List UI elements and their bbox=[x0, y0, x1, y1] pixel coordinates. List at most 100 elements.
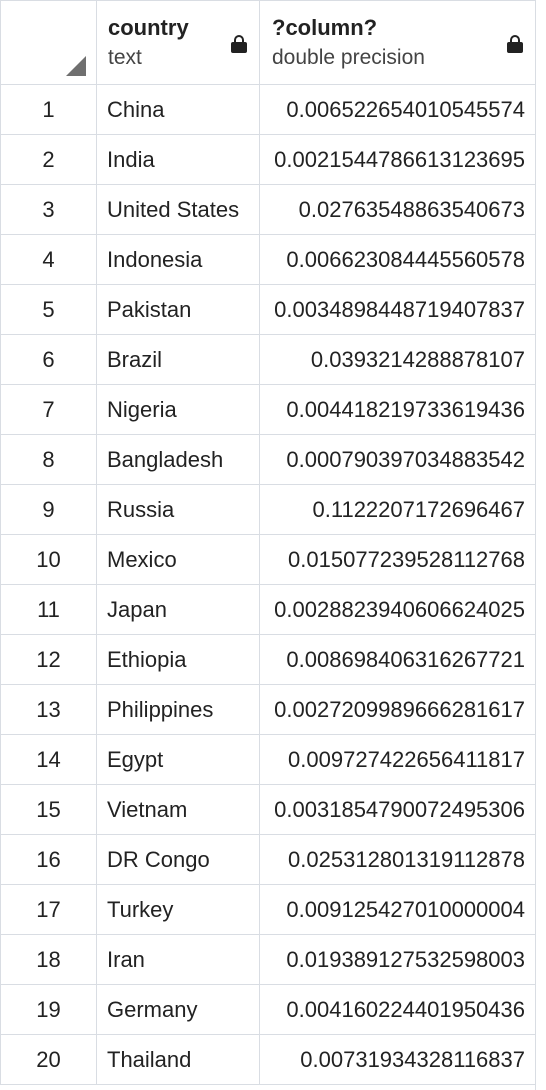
column-header-column[interactable]: ?column? double precision bbox=[260, 1, 536, 85]
lock-icon bbox=[507, 35, 523, 52]
country-cell[interactable]: Egypt bbox=[97, 735, 260, 785]
country-cell[interactable]: Brazil bbox=[97, 335, 260, 385]
row-number[interactable]: 5 bbox=[1, 285, 97, 335]
country-cell[interactable]: Nigeria bbox=[97, 385, 260, 435]
table-row[interactable]: 12 Ethiopia 0.008698406316267721 bbox=[1, 635, 536, 685]
row-number[interactable]: 19 bbox=[1, 985, 97, 1035]
country-cell[interactable]: Turkey bbox=[97, 885, 260, 935]
value-cell[interactable]: 0.004418219733619436 bbox=[260, 385, 536, 435]
value-cell[interactable]: 0.015077239528112768 bbox=[260, 535, 536, 585]
country-cell[interactable]: China bbox=[97, 85, 260, 135]
value-cell[interactable]: 0.0028823940606624025 bbox=[260, 585, 536, 635]
row-number[interactable]: 2 bbox=[1, 135, 97, 185]
value-text: 0.0027209989666281617 bbox=[274, 697, 525, 722]
value-cell[interactable]: 0.0031854790072495306 bbox=[260, 785, 536, 835]
country-cell[interactable]: Russia bbox=[97, 485, 260, 535]
value-cell[interactable]: 0.019389127532598003 bbox=[260, 935, 536, 985]
result-table: country text ?column? double precision 1… bbox=[0, 0, 536, 1085]
country-cell[interactable]: Thailand bbox=[97, 1035, 260, 1085]
table-row[interactable]: 4 Indonesia 0.006623084445560578 bbox=[1, 235, 536, 285]
row-number[interactable]: 6 bbox=[1, 335, 97, 385]
table-row[interactable]: 14 Egypt 0.009727422656411817 bbox=[1, 735, 536, 785]
value-text: 0.0393214288878107 bbox=[311, 347, 525, 372]
row-number[interactable]: 3 bbox=[1, 185, 97, 235]
row-number[interactable]: 10 bbox=[1, 535, 97, 585]
table-row[interactable]: 1 China 0.006522654010545574 bbox=[1, 85, 536, 135]
country-cell[interactable]: Indonesia bbox=[97, 235, 260, 285]
row-number[interactable]: 14 bbox=[1, 735, 97, 785]
row-number[interactable]: 17 bbox=[1, 885, 97, 935]
row-number[interactable]: 7 bbox=[1, 385, 97, 435]
row-number[interactable]: 11 bbox=[1, 585, 97, 635]
table-row[interactable]: 13 Philippines 0.0027209989666281617 bbox=[1, 685, 536, 735]
value-cell[interactable]: 0.0034898448719407837 bbox=[260, 285, 536, 335]
table-row[interactable]: 11 Japan 0.0028823940606624025 bbox=[1, 585, 536, 635]
value-cell[interactable]: 0.009125427010000004 bbox=[260, 885, 536, 935]
value-cell[interactable]: 0.0027209989666281617 bbox=[260, 685, 536, 735]
table-row[interactable]: 2 India 0.0021544786613123695 bbox=[1, 135, 536, 185]
value-cell[interactable]: 0.004160224401950436 bbox=[260, 985, 536, 1035]
table-row[interactable]: 17 Turkey 0.009125427010000004 bbox=[1, 885, 536, 935]
header-row: country text ?column? double precision bbox=[1, 1, 536, 85]
table-row[interactable]: 15 Vietnam 0.0031854790072495306 bbox=[1, 785, 536, 835]
row-number[interactable]: 18 bbox=[1, 935, 97, 985]
value-text: 0.0034898448719407837 bbox=[274, 297, 525, 322]
table-row[interactable]: 5 Pakistan 0.0034898448719407837 bbox=[1, 285, 536, 335]
value-cell[interactable]: 0.006623084445560578 bbox=[260, 235, 536, 285]
value-text: 0.0028823940606624025 bbox=[274, 597, 525, 622]
value-cell[interactable]: 0.000790397034883542 bbox=[260, 435, 536, 485]
value-text: 0.019389127532598003 bbox=[286, 947, 525, 972]
table-row[interactable]: 3 United States 0.02763548863540673 bbox=[1, 185, 536, 235]
row-number[interactable]: 4 bbox=[1, 235, 97, 285]
value-cell[interactable]: 0.1122207172696467 bbox=[260, 485, 536, 535]
lock-icon bbox=[231, 35, 247, 52]
country-cell[interactable]: Iran bbox=[97, 935, 260, 985]
table-row[interactable]: 16 DR Congo 0.025312801319112878 bbox=[1, 835, 536, 885]
value-text: 0.02763548863540673 bbox=[299, 197, 525, 222]
table-row[interactable]: 7 Nigeria 0.004418219733619436 bbox=[1, 385, 536, 435]
table-row[interactable]: 6 Brazil 0.0393214288878107 bbox=[1, 335, 536, 385]
value-text: 0.015077239528112768 bbox=[288, 547, 525, 572]
row-number[interactable]: 8 bbox=[1, 435, 97, 485]
value-text: 0.004418219733619436 bbox=[286, 397, 525, 422]
grid-right-edge bbox=[535, 84, 546, 1090]
value-cell[interactable]: 0.0393214288878107 bbox=[260, 335, 536, 385]
row-number[interactable]: 12 bbox=[1, 635, 97, 685]
table-row[interactable]: 20 Thailand 0.00731934328116837 bbox=[1, 1035, 536, 1085]
country-cell[interactable]: Japan bbox=[97, 585, 260, 635]
country-cell[interactable]: India bbox=[97, 135, 260, 185]
table-row[interactable]: 9 Russia 0.1122207172696467 bbox=[1, 485, 536, 535]
value-text: 0.0031854790072495306 bbox=[274, 797, 525, 822]
row-number[interactable]: 16 bbox=[1, 835, 97, 885]
value-text: 0.0021544786613123695 bbox=[274, 147, 525, 172]
value-cell[interactable]: 0.0021544786613123695 bbox=[260, 135, 536, 185]
table-row[interactable]: 10 Mexico 0.015077239528112768 bbox=[1, 535, 536, 585]
country-cell[interactable]: Vietnam bbox=[97, 785, 260, 835]
country-cell[interactable]: DR Congo bbox=[97, 835, 260, 885]
value-cell[interactable]: 0.02763548863540673 bbox=[260, 185, 536, 235]
row-number[interactable]: 13 bbox=[1, 685, 97, 735]
value-cell[interactable]: 0.009727422656411817 bbox=[260, 735, 536, 785]
table-row[interactable]: 8 Bangladesh 0.000790397034883542 bbox=[1, 435, 536, 485]
value-cell[interactable]: 0.025312801319112878 bbox=[260, 835, 536, 885]
country-cell[interactable]: United States bbox=[97, 185, 260, 235]
country-cell[interactable]: Mexico bbox=[97, 535, 260, 585]
country-cell[interactable]: Philippines bbox=[97, 685, 260, 735]
country-cell[interactable]: Pakistan bbox=[97, 285, 260, 335]
corner-triangle-icon bbox=[66, 56, 86, 76]
value-cell[interactable]: 0.008698406316267721 bbox=[260, 635, 536, 685]
value-cell[interactable]: 0.006522654010545574 bbox=[260, 85, 536, 135]
row-number[interactable]: 9 bbox=[1, 485, 97, 535]
row-number[interactable]: 20 bbox=[1, 1035, 97, 1085]
country-cell[interactable]: Ethiopia bbox=[97, 635, 260, 685]
table-row[interactable]: 19 Germany 0.004160224401950436 bbox=[1, 985, 536, 1035]
country-cell[interactable]: Bangladesh bbox=[97, 435, 260, 485]
row-number[interactable]: 1 bbox=[1, 85, 97, 135]
table-row[interactable]: 18 Iran 0.019389127532598003 bbox=[1, 935, 536, 985]
select-all-corner[interactable] bbox=[1, 1, 97, 85]
row-number[interactable]: 15 bbox=[1, 785, 97, 835]
column-header-country[interactable]: country text bbox=[97, 1, 260, 85]
value-cell[interactable]: 0.00731934328116837 bbox=[260, 1035, 536, 1085]
country-cell[interactable]: Germany bbox=[97, 985, 260, 1035]
value-text: 0.1122207172696467 bbox=[313, 497, 525, 522]
